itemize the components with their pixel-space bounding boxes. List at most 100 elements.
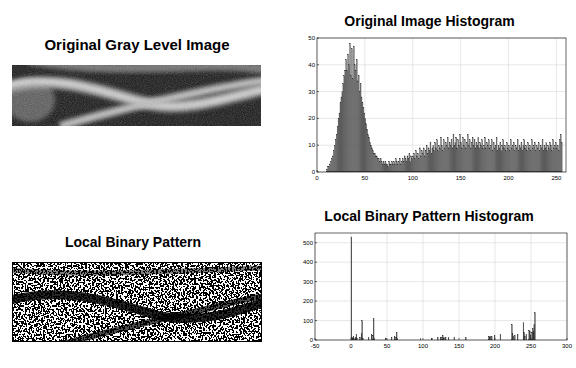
bar: [362, 108, 364, 172]
bar: [437, 338, 439, 340]
grid-line: [351, 233, 352, 340]
bar: [389, 164, 391, 172]
bar: [383, 161, 385, 172]
bar: [361, 321, 363, 340]
tick-label: 200: [490, 343, 501, 349]
bar: [517, 140, 519, 172]
bar: [394, 336, 396, 340]
bar: [523, 332, 525, 340]
tick-label: 200: [303, 298, 314, 304]
bar: [545, 143, 547, 172]
bar: [504, 145, 506, 172]
histogram-chart: Local Binary Pattern Histogram-500501001…: [303, 208, 573, 349]
bar: [514, 335, 516, 340]
bar: [372, 151, 374, 172]
bar: [413, 153, 415, 172]
bar: [426, 145, 428, 172]
grid-line: [315, 281, 567, 282]
grid-line: [412, 38, 413, 172]
bar: [436, 140, 438, 172]
tick-label: 0: [312, 169, 316, 175]
bar: [543, 145, 545, 172]
bar: [399, 159, 401, 172]
lbp-image: [12, 262, 262, 342]
bar: [523, 322, 525, 340]
tick-label: 50: [308, 35, 315, 41]
bar: [428, 148, 430, 172]
bar: [373, 153, 375, 172]
bar: [440, 337, 442, 340]
bar: [381, 161, 383, 172]
bar: [515, 145, 517, 172]
bar: [519, 145, 521, 172]
grid-line: [423, 233, 424, 340]
tick-label: 0: [310, 337, 314, 343]
bar: [448, 338, 450, 340]
bars: [327, 43, 563, 172]
bar: [419, 148, 421, 172]
tick-label: 100: [408, 175, 419, 181]
plot-area: [317, 38, 566, 172]
gray-image: [12, 65, 261, 126]
bar: [512, 333, 514, 340]
bar: [475, 143, 477, 172]
bar: [472, 137, 474, 172]
bar: [351, 237, 353, 340]
tick-label: 50: [362, 175, 369, 181]
image-title: Local Binary Pattern: [65, 234, 201, 250]
bar: [525, 145, 527, 172]
bar: [561, 143, 563, 172]
tick-label: 10: [308, 142, 315, 148]
bar: [434, 143, 436, 172]
plot-area: [315, 233, 567, 340]
bar: [443, 338, 445, 340]
bar: [467, 134, 469, 172]
bar: [362, 102, 364, 172]
bar: [386, 164, 388, 172]
bar: [376, 156, 378, 172]
bar: [513, 143, 515, 172]
grid-line: [315, 320, 567, 321]
bar: [367, 134, 369, 172]
bar: [361, 97, 363, 172]
bar: [462, 137, 464, 172]
bar: [371, 334, 373, 340]
bar: [408, 153, 410, 172]
bar: [508, 145, 510, 172]
bar: [384, 161, 386, 172]
bar: [489, 336, 491, 340]
bar: [378, 159, 380, 172]
bar: [368, 338, 370, 340]
bar: [530, 335, 532, 340]
tick-label: 20: [308, 115, 315, 121]
bar: [396, 161, 398, 172]
bar: [365, 124, 367, 172]
bar: [360, 84, 362, 172]
bar: [373, 319, 375, 340]
bar: [445, 143, 447, 172]
bar: [432, 145, 434, 172]
tick-label: 150: [454, 343, 465, 349]
bar: [354, 65, 356, 172]
bar: [345, 59, 347, 172]
bar: [451, 140, 453, 172]
bar: [447, 137, 449, 172]
bar: [491, 140, 493, 172]
bar: [370, 145, 372, 172]
bar: [549, 143, 551, 172]
bar: [529, 145, 531, 172]
histogram-chart: Original Image Histogram0501001502002500…: [308, 13, 566, 181]
bar: [388, 161, 390, 172]
tick-label: 250: [526, 343, 537, 349]
bar: [513, 336, 515, 340]
bar: [528, 330, 530, 340]
bar: [552, 140, 554, 172]
bar: [464, 140, 466, 172]
bar: [536, 145, 538, 172]
bar: [440, 137, 442, 172]
bar: [443, 140, 445, 172]
bar: [391, 337, 393, 340]
bar: [542, 140, 544, 172]
bar: [550, 145, 552, 172]
grid-line: [508, 38, 509, 172]
